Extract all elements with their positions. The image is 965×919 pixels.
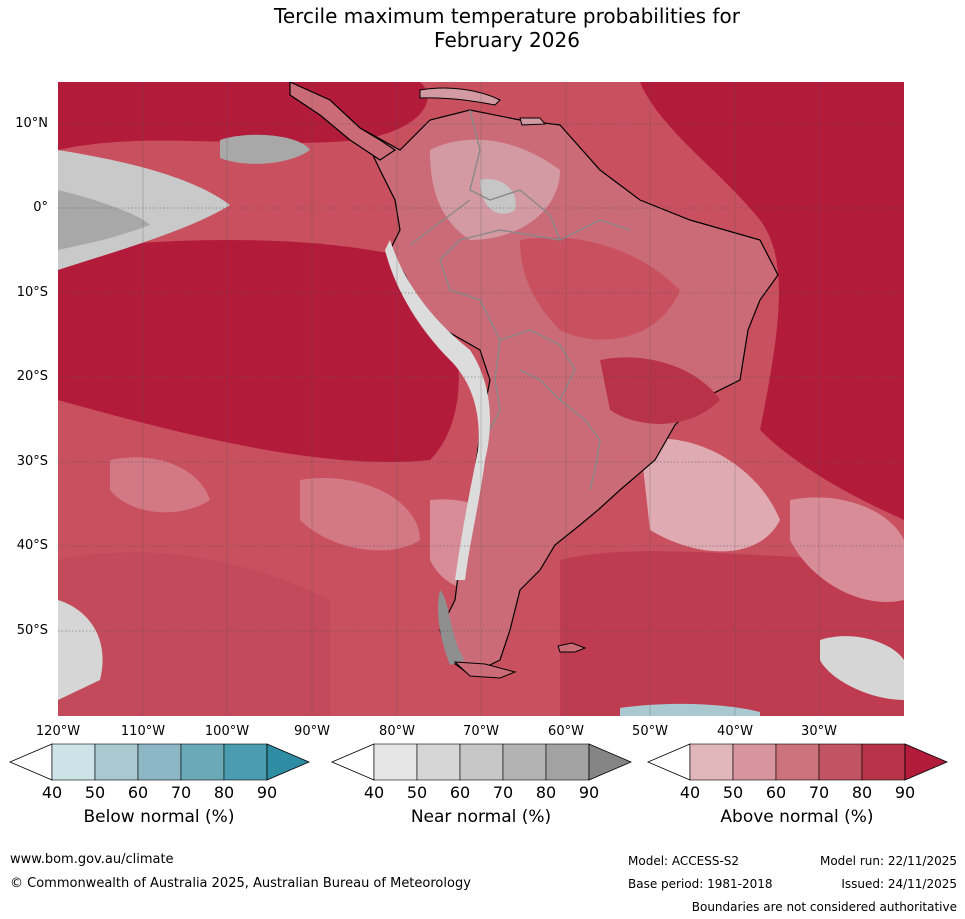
colorbar-above-tick: 50: [722, 783, 744, 802]
title-line-2: February 2026: [434, 28, 580, 52]
colorbar-below-tick: 90: [256, 783, 278, 802]
model-run-date: Model run: 22/11/2025: [819, 854, 957, 868]
colorbar-below-tick: 80: [213, 783, 235, 802]
lat-label-10n: 10°N: [15, 116, 48, 131]
lat-label-10s: 10°S: [16, 285, 48, 300]
central-america-land: [289, 82, 397, 161]
colorbar-above-tick: 90: [894, 783, 916, 802]
lon-label-70w: 70°W: [463, 724, 499, 739]
chart-title: Tercile maximum temperature probabilitie…: [0, 4, 965, 52]
colorbar-below-tick: 50: [84, 783, 106, 802]
meridians: [142, 82, 820, 716]
website-link[interactable]: www.bom.gov.au/climate: [10, 852, 174, 867]
colorbar-above-tick: 70: [808, 783, 830, 802]
lon-label-80w: 80°W: [379, 724, 415, 739]
model-name: Model: ACCESS-S2: [628, 854, 740, 868]
lat-label-40s: 40°S: [16, 538, 48, 553]
lat-label-0: 0°: [33, 200, 48, 215]
lat-label-30s: 30°S: [16, 454, 48, 469]
copyright-text: © Commonwealth of Australia 2025, Austra…: [10, 876, 471, 891]
lon-label-50w: 50°W: [632, 724, 668, 739]
lon-label-40w: 40°W: [717, 724, 753, 739]
country-borders: [409, 109, 631, 491]
below-normal-region: [620, 703, 760, 716]
lon-label-60w: 60°W: [548, 724, 584, 739]
colorbar-near-tick: 50: [406, 783, 428, 802]
colorbar-near-tick: 90: [578, 783, 600, 802]
colorbar-near-tick: 80: [535, 783, 557, 802]
graticule: [58, 123, 904, 632]
lat-label-20s: 20°S: [16, 369, 48, 384]
colorbar-title-above: Above normal (%): [720, 807, 874, 827]
colorbar-title-near: Near normal (%): [410, 807, 552, 827]
colorbar-near-tick: 60: [449, 783, 471, 802]
lat-label-50s: 50°S: [16, 623, 48, 638]
lon-label-30w: 30°W: [801, 724, 837, 739]
lon-label-90w: 90°W: [294, 724, 330, 739]
colorbar-below-tick: 40: [41, 783, 63, 802]
issued-date: Issued: 24/11/2025: [841, 877, 957, 891]
lon-label-120w: 120°W: [35, 724, 81, 739]
colorbar-near-tick: 40: [363, 783, 385, 802]
base-period: Base period: 1981-2018: [628, 877, 773, 891]
colorbar-title-below: Below normal (%): [83, 807, 235, 827]
colorbar-above-tick: 60: [765, 783, 787, 802]
colorbar-below-tick: 60: [127, 783, 149, 802]
colorbar-near-tick: 70: [492, 783, 514, 802]
colorbar-below-tick: 70: [170, 783, 192, 802]
boundary-disclaimer: Boundaries are not considered authoritat…: [691, 900, 957, 914]
lon-label-110w: 110°W: [120, 724, 166, 739]
colorbar-above-tick: 40: [679, 783, 701, 802]
title-line-1: Tercile maximum temperature probabilitie…: [274, 4, 740, 28]
lon-label-100w: 100°W: [204, 724, 250, 739]
colorbar-above-tick: 80: [851, 783, 873, 802]
